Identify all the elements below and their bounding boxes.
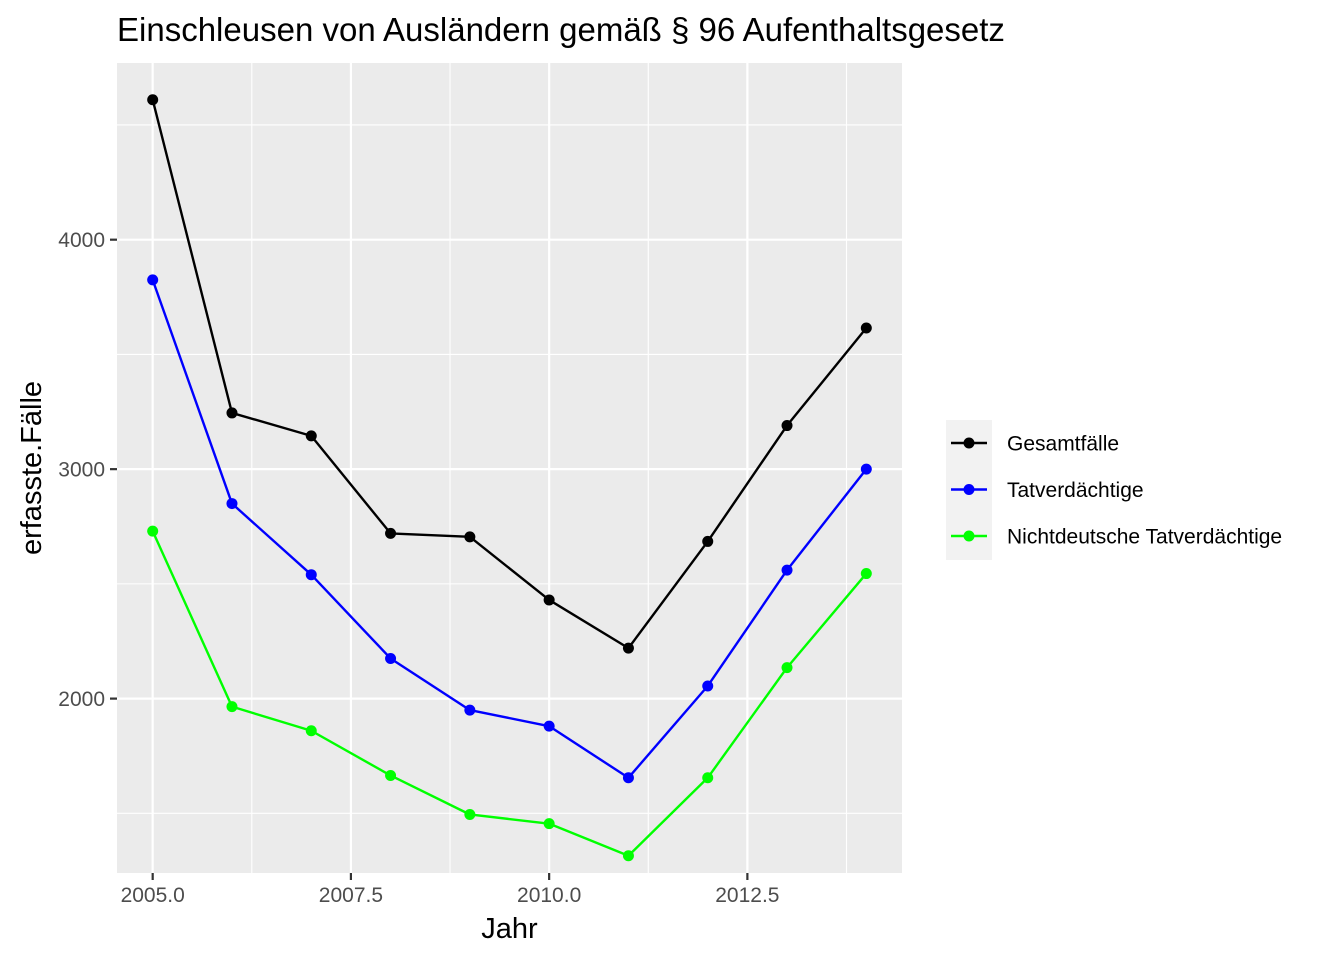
data-point [464, 704, 476, 716]
series-3 [147, 525, 872, 862]
data-point [226, 407, 238, 419]
minor-gridlines [117, 63, 902, 873]
series-1 [147, 94, 872, 654]
data-point [860, 463, 872, 475]
data-point [622, 642, 634, 654]
data-point [781, 564, 793, 576]
data-point [702, 772, 714, 784]
data-point [385, 527, 397, 539]
data-point [860, 568, 872, 580]
y-tick-label: 4000 [58, 229, 105, 252]
major-gridlines [117, 63, 902, 873]
legend-key-point [963, 484, 975, 495]
data-point [464, 808, 476, 820]
plot-panel [117, 63, 902, 873]
data-point [305, 725, 317, 737]
x-tick-label: 2007.5 [319, 884, 383, 907]
data-point [543, 818, 555, 830]
y-tick-labels: 2000 3000 4000 [58, 229, 105, 711]
x-tick-label: 2005.0 [121, 884, 185, 907]
legend-label: Gesamtfälle [1007, 433, 1119, 456]
data-point [385, 769, 397, 781]
axis-ticks [110, 238, 749, 880]
data-point [226, 701, 238, 713]
series-line [151, 99, 868, 650]
x-tick-label: 2010.0 [517, 884, 581, 907]
legend-key-point [963, 530, 975, 542]
data-point [702, 535, 714, 547]
data-point [622, 850, 634, 862]
data-point [702, 680, 714, 692]
series-layer [147, 94, 872, 862]
data-point [781, 662, 793, 674]
chart-title: Einschleusen von Ausländern gemäß § 96 A… [117, 11, 1005, 48]
y-tick-label: 2000 [58, 688, 105, 711]
legend-label: Tatverdächtige [1007, 479, 1144, 502]
data-point [147, 94, 159, 106]
x-tick-labels: 2005.0 2007.5 2010.0 2012.5 [121, 884, 780, 907]
legend-entry: Gesamtfälle [951, 433, 1119, 456]
data-point [226, 498, 238, 510]
x-tick-label: 2012.5 [715, 884, 779, 907]
series-line [151, 530, 868, 857]
data-point [147, 274, 159, 286]
x-axis-title: Jahr [481, 913, 538, 945]
legend-key-point [963, 437, 975, 449]
legend-label: Nichtdeutsche Tatverdächtige [1007, 526, 1282, 549]
legend-entry: Nichtdeutsche Tatverdächtige [951, 526, 1282, 549]
data-point [305, 430, 317, 442]
data-point [781, 420, 793, 432]
legend-entry: Tatverdächtige [951, 479, 1144, 502]
y-tick-label: 3000 [58, 459, 105, 482]
data-point [147, 525, 159, 537]
data-point [860, 322, 872, 334]
data-point [543, 720, 555, 732]
legend: Gesamtfälle Tatverdächtige Nichtdeutsche T… [946, 420, 1282, 560]
data-point [464, 531, 476, 543]
data-point [385, 652, 397, 664]
data-point [543, 594, 555, 606]
data-point [622, 772, 634, 784]
y-axis-title: erfasste.Fälle [16, 381, 48, 555]
series-line [151, 279, 868, 779]
series-2 [147, 274, 872, 784]
data-point [305, 569, 317, 581]
